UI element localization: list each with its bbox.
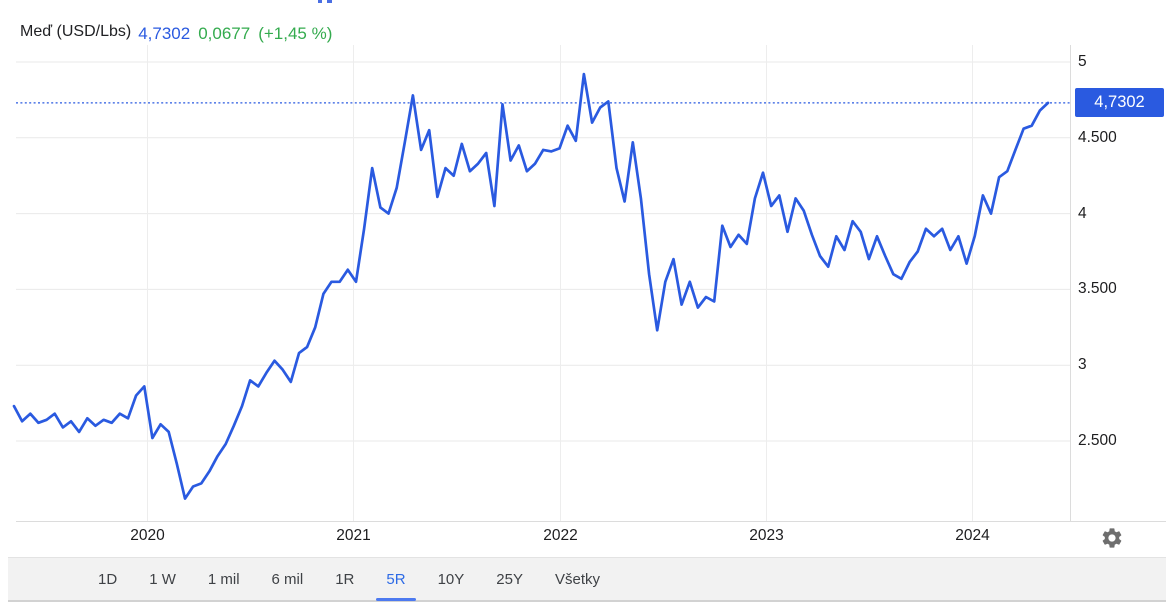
range-button-vsetky[interactable]: Všetky (553, 558, 602, 600)
clipped-artifact (327, 0, 332, 3)
range-button-1-w[interactable]: 1 W (147, 558, 178, 600)
instrument-name: Meď (USD/Lbs) (20, 23, 132, 40)
last-price: 4,7302 (138, 24, 191, 43)
quote-header: Meď (USD/Lbs) 4,7302 0,0677 (+1,45 %) (20, 21, 333, 43)
price-change-percent: (+1,45 %) (258, 24, 333, 43)
y-axis-label: 2.500 (1078, 432, 1117, 449)
range-button-1r[interactable]: 1R (333, 558, 356, 600)
settings-gear-icon[interactable] (1098, 524, 1126, 552)
clipped-artifact (318, 0, 322, 3)
price-change: 0,0677 (198, 24, 251, 43)
range-button-10y[interactable]: 10Y (436, 558, 467, 600)
y-axis-label: 3.500 (1078, 280, 1117, 298)
y-axis-label: 5 (1078, 53, 1087, 70)
range-button-6-mil[interactable]: 6 mil (270, 558, 306, 600)
range-button-1d[interactable]: 1D (96, 558, 119, 600)
range-button-1-mil[interactable]: 1 mil (206, 558, 242, 600)
x-axis-label: 2020 (130, 527, 165, 544)
y-axis-label: 4 (1078, 204, 1087, 222)
price-line (12, 72, 1050, 500)
current-price-badge: 4,7302 (1075, 88, 1164, 117)
y-axis-label: 3 (1078, 356, 1087, 374)
x-axis-label: 2022 (543, 527, 578, 544)
gear-icon (1102, 528, 1122, 548)
y-axis-label: 4.500 (1078, 128, 1117, 146)
range-button-5r[interactable]: 5R (376, 558, 416, 601)
x-axis-label: 2021 (336, 527, 371, 544)
x-axis-label: 2024 (955, 527, 990, 544)
x-axis-label: 2023 (749, 527, 784, 544)
range-toolbar: 1D 1 W 1 mil 6 mil 1R 5R 10Y 25Y Všetky (8, 557, 1166, 602)
range-button-25y[interactable]: 25Y (494, 558, 525, 600)
